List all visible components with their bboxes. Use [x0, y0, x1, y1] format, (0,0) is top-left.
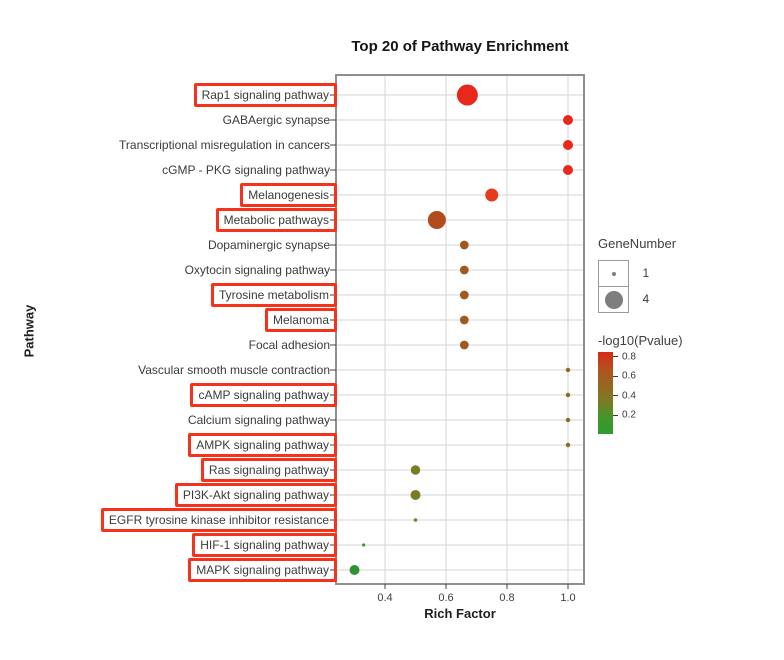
- pathway-label-highlighted: Ras signaling pathway: [200, 458, 337, 482]
- data-point: [565, 442, 571, 448]
- colorbar-tick-label: 0.6: [622, 370, 636, 382]
- y-axis-label-row: Tyrosine metabolism: [210, 281, 337, 309]
- legend-size-swatch: [599, 261, 628, 286]
- pathway-label-highlighted: cAMP signaling pathway: [190, 383, 337, 407]
- data-point: [459, 290, 469, 300]
- pathway-label: cGMP - PKG signaling pathway: [162, 163, 330, 177]
- colorbar-tick-label: 0.4: [622, 390, 636, 401]
- y-axis-label-row: Dopaminergic synapse: [208, 231, 335, 259]
- data-point: [485, 188, 499, 202]
- x-tick-label: 0.4: [377, 592, 392, 604]
- colorbar-tick: [613, 395, 618, 396]
- data-point: [565, 367, 571, 373]
- pathway-label: Oxytocin signaling pathway: [184, 263, 330, 277]
- y-axis-label-row: Transcriptional misregulation in cancers: [119, 131, 335, 159]
- colorbar-tick: [613, 375, 618, 377]
- data-point: [459, 240, 469, 250]
- pathway-label: Focal adhesion: [248, 338, 330, 352]
- x-tick-label: 0.8: [499, 592, 514, 604]
- legend-size-dot-icon: [611, 271, 616, 276]
- plot-border: [335, 74, 585, 585]
- pathway-label-highlighted: PI3K-Akt signaling pathway: [174, 483, 337, 507]
- data-point: [565, 392, 571, 398]
- y-axis-label-row: Melanogenesis: [240, 181, 337, 209]
- y-axis-label-row: Rap1 signaling pathway: [193, 81, 337, 109]
- y-axis-label-row: PI3K-Akt signaling pathway: [174, 481, 337, 509]
- pathway-label-highlighted: EGFR tyrosine kinase inhibitor resistanc…: [100, 508, 337, 532]
- y-axis-label-row: HIF-1 signaling pathway: [192, 531, 337, 559]
- data-point: [410, 490, 421, 500]
- data-point: [563, 165, 573, 175]
- data-point: [459, 340, 469, 350]
- x-axis-title: Rich Factor: [424, 606, 496, 621]
- data-point: [459, 265, 469, 275]
- colorbar-tick: [613, 414, 618, 416]
- pathway-label-highlighted: Metabolic pathways: [215, 208, 337, 232]
- legend-size-value: 4: [642, 292, 650, 306]
- pathway-label-highlighted: AMPK signaling pathway: [188, 433, 337, 457]
- y-axis-label-row: Melanoma: [264, 306, 337, 334]
- pathway-label-highlighted: Tyrosine metabolism: [210, 283, 337, 307]
- data-point: [413, 518, 418, 522]
- pathway-label-highlighted: MAPK signaling pathway: [188, 558, 337, 582]
- y-axis-label-row: cAMP signaling pathway: [190, 381, 337, 409]
- pathway-label: Vascular smooth muscle contraction: [138, 363, 330, 377]
- pathway-label: Transcriptional misregulation in cancers: [119, 138, 330, 152]
- data-point: [362, 543, 366, 547]
- y-axis-label-row: Vascular smooth muscle contraction: [138, 356, 335, 384]
- y-axis-label-row: cGMP - PKG signaling pathway: [162, 156, 335, 184]
- legend-size-swatch: [599, 286, 628, 312]
- pathway-label-highlighted: Melanogenesis: [240, 183, 337, 207]
- colorbar-tick: [613, 356, 618, 357]
- data-point: [459, 315, 469, 325]
- data-point: [349, 565, 360, 575]
- pathway-label: Dopaminergic synapse: [207, 238, 330, 252]
- y-axis-label-row: Focal adhesion: [249, 331, 335, 359]
- data-point: [563, 140, 573, 150]
- legend-size-value: 1: [642, 266, 650, 280]
- pathway-label-highlighted: Rap1 signaling pathway: [193, 83, 337, 107]
- y-axis-label-row: Oxytocin signaling pathway: [185, 256, 335, 284]
- legend-size-title: GeneNumber: [598, 236, 677, 251]
- pathway-label-highlighted: HIF-1 signaling pathway: [192, 533, 337, 557]
- y-axis-label-row: Metabolic pathways: [215, 206, 337, 234]
- colorbar-tick-label: 0.2: [622, 409, 636, 421]
- data-point: [456, 84, 478, 106]
- pathway-label: Calcium signaling pathway: [187, 413, 330, 427]
- y-axis-label-row: MAPK signaling pathway: [188, 556, 337, 584]
- legend-size-swatches: [598, 260, 629, 313]
- pathway-label: GABAergic synapse: [222, 113, 330, 127]
- legend-colorbar: 0.8 0.6 0.4 0.2: [598, 351, 778, 438]
- colorbar-gradient: [598, 352, 613, 434]
- data-point: [563, 115, 573, 125]
- legend-color-title: -log10(Pvalue): [598, 333, 683, 348]
- legend-size-dot-icon: [604, 290, 623, 309]
- y-axis-label-row: GABAergic synapse: [223, 106, 335, 134]
- colorbar-tick-label: 0.8: [622, 351, 636, 362]
- data-point: [427, 211, 446, 229]
- x-tick-label: 0.6: [438, 592, 453, 604]
- data-point: [410, 465, 421, 475]
- pathway-label-highlighted: Melanoma: [264, 308, 337, 332]
- data-point: [565, 417, 571, 423]
- y-axis-label-row: Calcium signaling pathway: [188, 406, 335, 434]
- chart-title: Top 20 of Pathway Enrichment: [351, 38, 569, 55]
- y-axis-label-row: AMPK signaling pathway: [188, 431, 337, 459]
- y-axis-label-row: EGFR tyrosine kinase inhibitor resistanc…: [100, 506, 337, 534]
- x-tick-label: 1.0: [560, 592, 575, 604]
- y-axis-label-row: Ras signaling pathway: [200, 456, 337, 484]
